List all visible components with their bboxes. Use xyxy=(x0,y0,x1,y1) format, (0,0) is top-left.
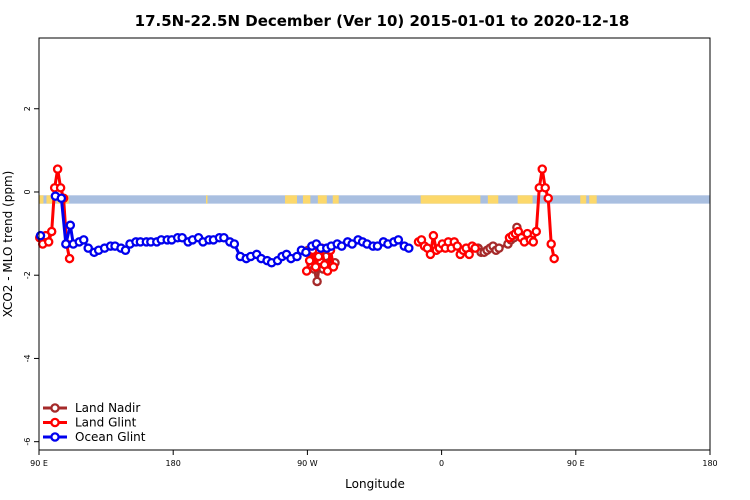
land-segment xyxy=(580,195,587,204)
data-point xyxy=(543,193,553,203)
series-line xyxy=(54,194,410,265)
data-point xyxy=(336,241,347,251)
land-segment xyxy=(517,195,533,204)
data-point xyxy=(83,243,93,253)
y-tick-label: 0 xyxy=(23,189,32,194)
series-ocean-glint xyxy=(35,191,414,268)
data-point xyxy=(546,239,556,249)
data-point xyxy=(537,164,548,174)
data-point xyxy=(301,266,312,276)
land-segment xyxy=(302,195,311,204)
data-point xyxy=(322,266,333,276)
data-point xyxy=(120,245,131,255)
data-point xyxy=(52,164,63,174)
plot-frame xyxy=(38,37,711,451)
legend-marker xyxy=(50,432,60,442)
data-point xyxy=(35,230,46,241)
land-segment xyxy=(46,195,53,204)
y-axis: 2 0 -2 -4 -6 xyxy=(23,106,39,446)
land-segment xyxy=(285,195,297,204)
data-point xyxy=(43,237,54,247)
data-point xyxy=(65,220,76,231)
x-tick-label: 90 E xyxy=(567,459,585,468)
data-point xyxy=(229,239,240,249)
x-axis: 90 E 180 90 W 0 90 E 180 xyxy=(30,450,718,468)
data-point xyxy=(61,239,71,249)
x-axis-label: Longitude xyxy=(345,477,405,491)
y-tick-label: 2 xyxy=(23,106,32,111)
data-point xyxy=(540,183,550,193)
y-tick-label: -2 xyxy=(23,271,32,279)
data-point xyxy=(219,233,229,243)
data-point xyxy=(312,276,322,287)
data-point xyxy=(372,241,383,251)
data-point xyxy=(464,249,474,260)
data-point xyxy=(292,251,302,262)
x-tick-label: 180 xyxy=(166,459,181,468)
data-point xyxy=(64,253,75,264)
legend-marker xyxy=(50,403,60,413)
y-axis-label: XCO2 - MLO trend (ppm) xyxy=(1,171,15,318)
legend-label: Ocean Glint xyxy=(75,430,146,444)
chart-title: 17.5N-22.5N December (Ver 10) 2015-01-01… xyxy=(135,12,630,30)
x-tick-label: 90 W xyxy=(297,459,318,468)
legend-label: Land Glint xyxy=(75,416,137,430)
data-point xyxy=(425,249,436,260)
land-segment xyxy=(487,195,499,204)
data-point xyxy=(470,243,480,253)
data-point xyxy=(310,262,321,272)
data-point xyxy=(428,230,439,241)
x-tick-label: 0 xyxy=(439,459,444,468)
data-point xyxy=(528,237,539,247)
ocean-band xyxy=(39,195,710,204)
y-tick-label: -6 xyxy=(23,438,32,446)
data-point xyxy=(347,239,357,249)
data-point xyxy=(177,233,187,243)
y-tick-label: -4 xyxy=(23,354,32,362)
data-point xyxy=(313,251,324,262)
data-point xyxy=(78,235,89,245)
land-segment xyxy=(332,195,339,204)
series-land-nadir xyxy=(303,222,522,287)
land-segment xyxy=(39,195,44,204)
land-segment xyxy=(206,195,208,204)
data-point xyxy=(531,226,542,237)
data-point xyxy=(55,183,66,193)
land-segment xyxy=(589,195,597,204)
data-point xyxy=(56,193,67,203)
data-point xyxy=(549,253,559,264)
data-point xyxy=(328,262,339,272)
x-tick-label: 90 E xyxy=(30,459,48,468)
land-segment xyxy=(317,195,327,204)
legend-label: Land Nadir xyxy=(75,401,140,415)
data-point xyxy=(452,241,463,251)
x-tick-label: 180 xyxy=(702,459,717,468)
data-point xyxy=(404,243,414,253)
land-strip xyxy=(39,195,710,204)
data-point xyxy=(494,243,504,253)
data-point xyxy=(393,235,404,245)
data-point xyxy=(304,255,315,266)
legend-marker xyxy=(50,417,60,428)
land-segment xyxy=(420,195,481,204)
data-point xyxy=(46,226,57,237)
plot-area xyxy=(34,164,559,287)
data-point xyxy=(301,247,311,258)
